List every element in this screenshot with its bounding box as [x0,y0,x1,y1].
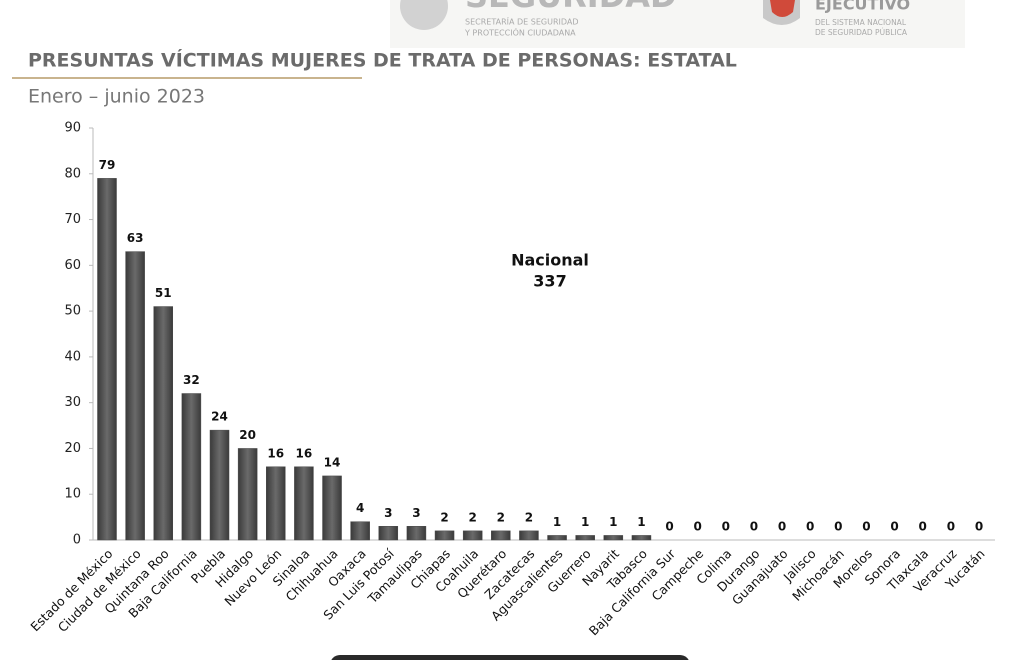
value-label: 16 [296,446,313,460]
logo-right-line: DE SEGURIDAD PÚBLICA [815,28,908,37]
value-label: 51 [155,286,172,300]
bar [462,530,483,541]
value-label: 1 [637,515,645,529]
bar [294,466,314,541]
value-label: 2 [497,510,505,524]
value-label: 16 [267,446,284,460]
value-label: 0 [975,520,983,534]
value-label: 1 [553,515,561,529]
value-label: 0 [778,520,786,534]
value-label: 1 [581,515,589,529]
value-label: 2 [468,510,476,524]
bar [350,521,370,541]
value-label: 2 [440,510,448,524]
bar [378,526,399,541]
value-label: 14 [324,455,341,469]
bar [575,535,595,541]
value-label: 0 [890,520,898,534]
y-tick-label: 30 [64,395,81,410]
y-tick-label: 70 [64,212,81,227]
bar [97,178,117,541]
value-label: 79 [99,158,116,172]
y-tick-label: 10 [64,487,81,502]
value-label: 24 [211,410,228,424]
value-label: 0 [806,520,814,534]
value-label: 0 [722,520,730,534]
value-label: 20 [239,428,256,442]
value-label: 0 [862,520,870,534]
bar [631,535,652,541]
value-label: 63 [127,231,144,245]
logo-left-title: SEGURIDAD [465,0,677,15]
y-tick-label: 20 [64,441,81,456]
y-tick-label: 80 [64,166,81,181]
chart-title: PRESUNTAS VÍCTIMAS MUJERES DE TRATA DE P… [28,49,737,72]
bar [547,535,567,541]
bar [153,306,174,541]
header-band [390,0,965,48]
bar [603,535,624,541]
value-label: 0 [834,520,842,534]
logo-left-line: Y PROTECCIÓN CIUDADANA [464,27,576,38]
value-label: 0 [694,520,702,534]
value-label: 0 [919,520,927,534]
right-emblem-inner [770,0,795,17]
bar [266,466,286,541]
value-label: 0 [947,520,955,534]
annotation: 337 [533,272,566,291]
bar [181,393,202,541]
bar [519,530,539,541]
annotation: Nacional [511,251,589,270]
y-tick-label: 0 [73,533,81,548]
logo-right-line: DEL SISTEMA NACIONAL [815,18,907,27]
y-tick-label: 50 [64,304,81,319]
value-label: 0 [750,520,758,534]
value-label: 1 [609,515,617,529]
chart-subtitle: Enero – junio 2023 [28,86,205,108]
value-label: 4 [356,501,364,515]
bar [434,530,455,541]
left-emblem [400,0,448,30]
bar [406,526,427,541]
value-label: 3 [384,506,392,520]
bottom-bar [330,655,690,664]
y-tick-label: 60 [64,258,81,273]
bar [322,475,342,541]
y-tick-label: 40 [64,349,81,364]
bar [209,429,230,541]
value-label: 32 [183,373,200,387]
bar [125,251,145,541]
value-label: 0 [665,520,673,534]
value-label: 3 [412,506,420,520]
value-label: 2 [525,510,533,524]
bar [491,530,511,541]
logo-left-line: SECRETARÍA DE SEGURIDAD [465,16,579,27]
bar [237,448,258,541]
y-tick-label: 90 [64,121,81,136]
logo-right-title: EJECUTIVO [815,0,910,14]
